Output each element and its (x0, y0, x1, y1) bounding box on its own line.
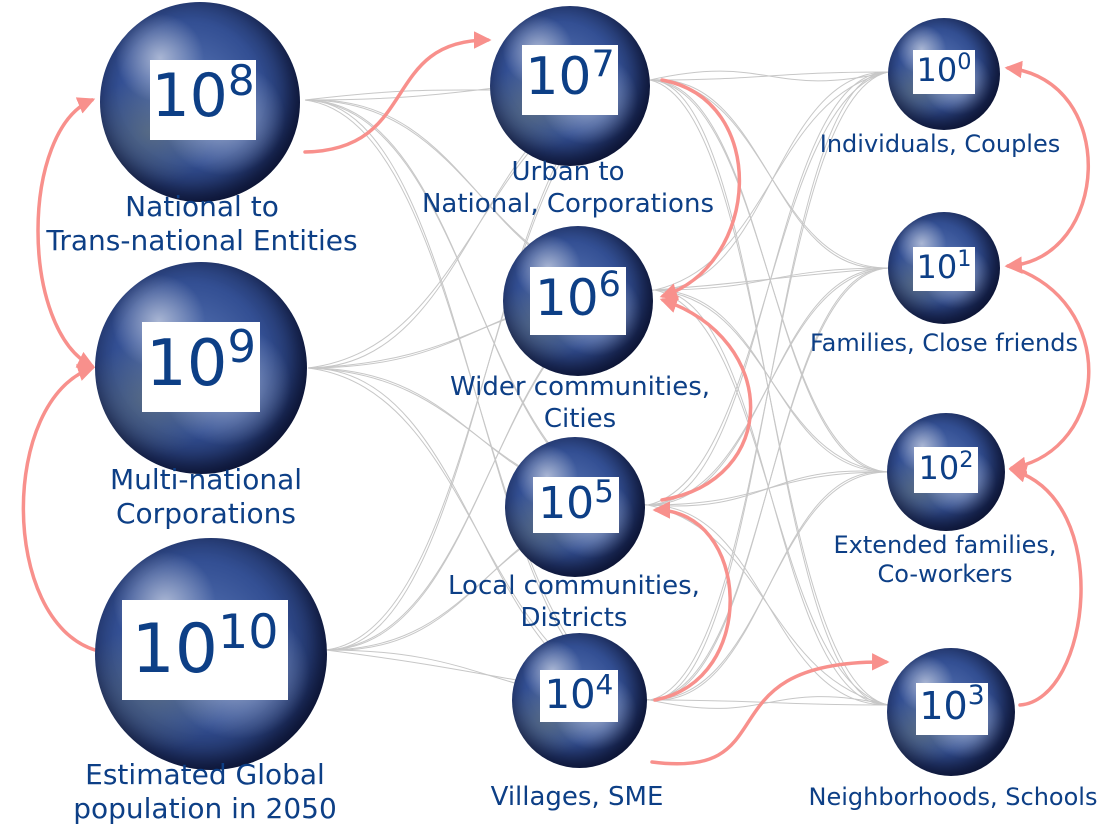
connection-line (654, 267, 889, 291)
arrow-connector (303, 31, 492, 154)
arrow-connector (1006, 264, 1091, 475)
connection-line (654, 289, 889, 473)
caption-line: National to (125, 190, 279, 223)
connection-line (647, 504, 889, 706)
badge-base: 10 (131, 610, 218, 689)
badge-base: 10 (525, 47, 592, 107)
node-caption: Neighborhoods, Schools (800, 783, 1106, 812)
node-caption: Families, Close friends (792, 329, 1096, 358)
caption-line: Extended families, (833, 531, 1057, 559)
caption-line: Neighborhoods, Schools (808, 783, 1098, 811)
node-caption: Estimated Global population in 2050 (55, 758, 355, 826)
badge-base: 10 (146, 327, 228, 401)
badge-exponent: 6 (598, 264, 621, 305)
connection-line (654, 289, 889, 706)
badge-exponent: 10 (217, 604, 279, 660)
connection-line (649, 71, 889, 701)
badge-exponent: 8 (227, 55, 255, 105)
node-caption: Local communities, Districts (414, 571, 734, 634)
connection-line (649, 79, 889, 269)
magnitude-badge: 10 10 (122, 600, 288, 700)
magnitude-badge: 10 2 (914, 447, 978, 493)
caption-line: Co-workers (877, 560, 1013, 589)
node-caption: Wider communities, Cities (420, 372, 740, 435)
caption-line: Families, Close friends (810, 329, 1078, 357)
arrow-connector (652, 501, 732, 702)
connection-line (649, 70, 889, 82)
magnitude-badge: 10 5 (533, 477, 619, 533)
caption-line: Villages, SME (490, 782, 664, 812)
node-caption: Villages, SME (457, 782, 697, 814)
arrow-connector (21, 364, 97, 652)
caption-line: Individuals, Couples (819, 130, 1061, 158)
badge-exponent: 4 (595, 667, 614, 701)
arrow-connector (650, 653, 890, 766)
magnitude-badge: 10 0 (913, 50, 975, 94)
caption-line: Corporations (116, 497, 296, 531)
badge-base: 10 (916, 51, 958, 89)
arrow-connector (36, 97, 96, 368)
badge-base: 10 (918, 449, 960, 487)
badge-exponent: 7 (591, 41, 615, 85)
connection-line (649, 267, 889, 701)
caption-line: Multi-national (109, 463, 303, 496)
badge-base: 10 (151, 61, 228, 131)
arrow-connector (659, 296, 753, 502)
badge-exponent: 5 (594, 474, 614, 511)
magnitude-badge: 10 6 (530, 267, 626, 335)
connection-line (647, 71, 889, 506)
caption-line: Wider communities, (449, 372, 711, 402)
badge-base: 10 (919, 684, 968, 728)
badge-exponent: 9 (227, 320, 256, 374)
node-caption: Extended families, Co-workers (810, 531, 1080, 590)
node-caption: Individuals, Couples (790, 130, 1090, 159)
connection-line (649, 471, 889, 701)
badge-exponent: 2 (959, 446, 974, 473)
magnitude-badge: 10 4 (540, 670, 618, 722)
caption-line: Urban to (511, 157, 625, 187)
magnitude-badge: 10 7 (522, 45, 618, 115)
badge-base: 10 (538, 478, 595, 529)
connection-line (654, 71, 889, 291)
badge-base: 10 (916, 248, 958, 286)
node-caption: National to Trans-national Entities (2, 190, 402, 258)
caption-line: Trans-national Entities (46, 224, 358, 258)
magnitude-badge: 10 8 (150, 55, 256, 140)
node-caption: Urban to National, Corporations (400, 157, 736, 220)
badge-exponent: 3 (967, 680, 985, 712)
caption-line: National, Corporations (421, 188, 714, 219)
badge-base: 10 (535, 269, 599, 327)
magnitude-badge: 10 1 (913, 247, 975, 291)
magnitude-badge: 10 3 (916, 680, 988, 735)
badge-exponent: 0 (957, 48, 972, 75)
magnitude-badge: 10 9 (142, 322, 260, 412)
node-caption: Multi-national Corporations (56, 463, 356, 531)
caption-line: Districts (520, 602, 628, 633)
connection-line (649, 79, 889, 473)
caption-line: Estimated Global (85, 758, 325, 791)
caption-line: Cities (543, 403, 617, 434)
arrow-connector (1004, 60, 1090, 274)
caption-line: population in 2050 (73, 792, 337, 826)
arrow-connector (659, 78, 742, 301)
arrow-connector (1008, 465, 1083, 707)
badge-base: 10 (544, 672, 596, 718)
connection-line (649, 696, 889, 709)
badge-exponent: 1 (957, 245, 972, 272)
caption-line: Local communities, (448, 571, 700, 601)
